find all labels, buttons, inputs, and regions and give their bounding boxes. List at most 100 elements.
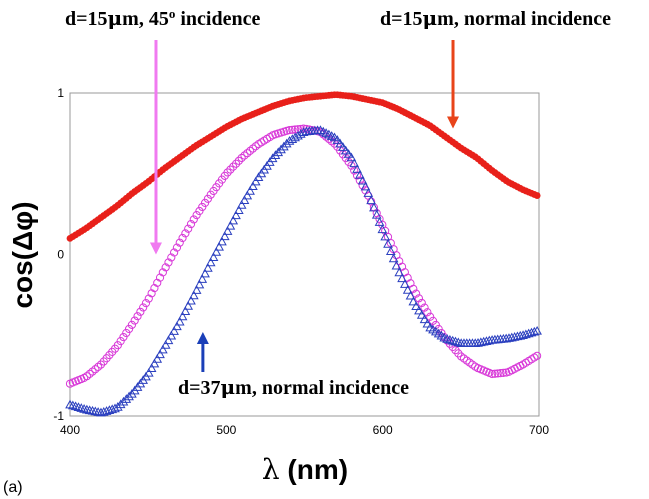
x-axis-label: λ (nm) bbox=[262, 453, 348, 486]
ann-n37-suffix: m, normal incidence bbox=[235, 377, 409, 399]
data-point bbox=[526, 327, 537, 337]
data-point bbox=[122, 328, 131, 338]
data-point bbox=[363, 188, 374, 197]
data-point bbox=[416, 310, 427, 319]
data-point bbox=[245, 185, 255, 195]
data-point bbox=[521, 329, 531, 339]
data-point bbox=[374, 217, 385, 226]
data-point bbox=[509, 332, 520, 341]
data-point bbox=[119, 332, 128, 342]
data-point bbox=[96, 407, 106, 417]
ann-n15-prefix: d=15 bbox=[380, 8, 423, 30]
data-point bbox=[237, 153, 246, 163]
data-point bbox=[205, 257, 216, 267]
data-point bbox=[231, 210, 241, 220]
data-point bbox=[200, 198, 210, 207]
data-point bbox=[158, 268, 167, 277]
data-point bbox=[149, 358, 160, 368]
series-1 bbox=[66, 91, 541, 242]
data-point bbox=[222, 226, 233, 235]
data-point bbox=[488, 369, 497, 379]
data-point bbox=[181, 229, 190, 238]
data-point bbox=[200, 268, 210, 278]
data-point bbox=[158, 344, 168, 354]
y-tick-label: 0 bbox=[57, 248, 64, 262]
x-tick-label: 400 bbox=[60, 423, 80, 437]
data-point bbox=[417, 298, 426, 308]
data-point bbox=[450, 336, 461, 346]
data-point bbox=[506, 332, 517, 342]
ann-45-mu: μ bbox=[108, 6, 123, 30]
data-point bbox=[170, 248, 179, 257]
annotation-arrow-head bbox=[447, 116, 460, 129]
data-point bbox=[388, 253, 399, 263]
data-point bbox=[420, 303, 429, 312]
data-point bbox=[124, 391, 134, 401]
data-point bbox=[369, 202, 379, 212]
y-tick-label: -1 bbox=[53, 409, 64, 423]
data-point bbox=[270, 150, 281, 160]
data-point bbox=[85, 369, 94, 378]
annotation-arrow-head bbox=[196, 332, 209, 345]
data-point bbox=[423, 308, 432, 317]
points-layer bbox=[65, 91, 542, 417]
data-point bbox=[447, 335, 458, 345]
data-point bbox=[273, 147, 284, 157]
data-point bbox=[172, 321, 182, 331]
x-tick-label: 700 bbox=[529, 423, 549, 437]
data-point bbox=[184, 224, 193, 233]
data-point bbox=[167, 253, 176, 262]
data-point bbox=[146, 363, 157, 373]
data-point bbox=[160, 340, 171, 349]
data-point bbox=[240, 151, 249, 160]
data-point bbox=[163, 335, 174, 345]
data-point bbox=[166, 330, 177, 340]
ann-45-prefix: d=15 bbox=[65, 8, 108, 30]
data-point bbox=[233, 205, 244, 214]
data-point bbox=[245, 146, 255, 155]
data-point bbox=[87, 405, 98, 415]
data-point bbox=[332, 135, 343, 144]
data-point bbox=[112, 402, 123, 411]
data-point bbox=[116, 337, 125, 346]
annotation-arrows bbox=[149, 40, 460, 372]
data-point bbox=[101, 406, 112, 415]
data-point bbox=[340, 145, 351, 155]
data-point bbox=[79, 404, 89, 413]
annotation-arrow-head bbox=[149, 242, 162, 255]
data-point bbox=[473, 337, 483, 347]
data-point bbox=[82, 404, 92, 414]
data-point bbox=[198, 202, 207, 212]
data-point bbox=[338, 142, 348, 151]
series-3 bbox=[65, 125, 542, 417]
data-point bbox=[358, 181, 367, 190]
data-point bbox=[462, 356, 471, 365]
data-point bbox=[133, 312, 142, 321]
data-point bbox=[408, 296, 419, 306]
data-point bbox=[426, 312, 435, 321]
data-point bbox=[194, 279, 205, 289]
data-point bbox=[90, 406, 101, 416]
data-point bbox=[465, 358, 474, 367]
data-point bbox=[251, 142, 260, 151]
data-point bbox=[250, 176, 261, 186]
ticks-layer: 400 500 600 700 -1 0 1 bbox=[53, 86, 549, 437]
data-point bbox=[243, 149, 252, 158]
ann-n37-mu: μ bbox=[221, 375, 236, 399]
data-point bbox=[493, 369, 502, 378]
data-point bbox=[354, 170, 365, 179]
data-point bbox=[475, 337, 486, 347]
data-point bbox=[360, 181, 371, 191]
data-point bbox=[141, 299, 151, 308]
data-point bbox=[371, 209, 382, 219]
data-point bbox=[93, 407, 103, 416]
data-point bbox=[226, 165, 235, 174]
data-point bbox=[279, 141, 289, 151]
data-point bbox=[412, 289, 421, 298]
data-point bbox=[523, 328, 534, 338]
data-point bbox=[453, 337, 464, 347]
data-point bbox=[127, 320, 137, 329]
data-point bbox=[248, 181, 258, 191]
data-point bbox=[532, 325, 542, 335]
